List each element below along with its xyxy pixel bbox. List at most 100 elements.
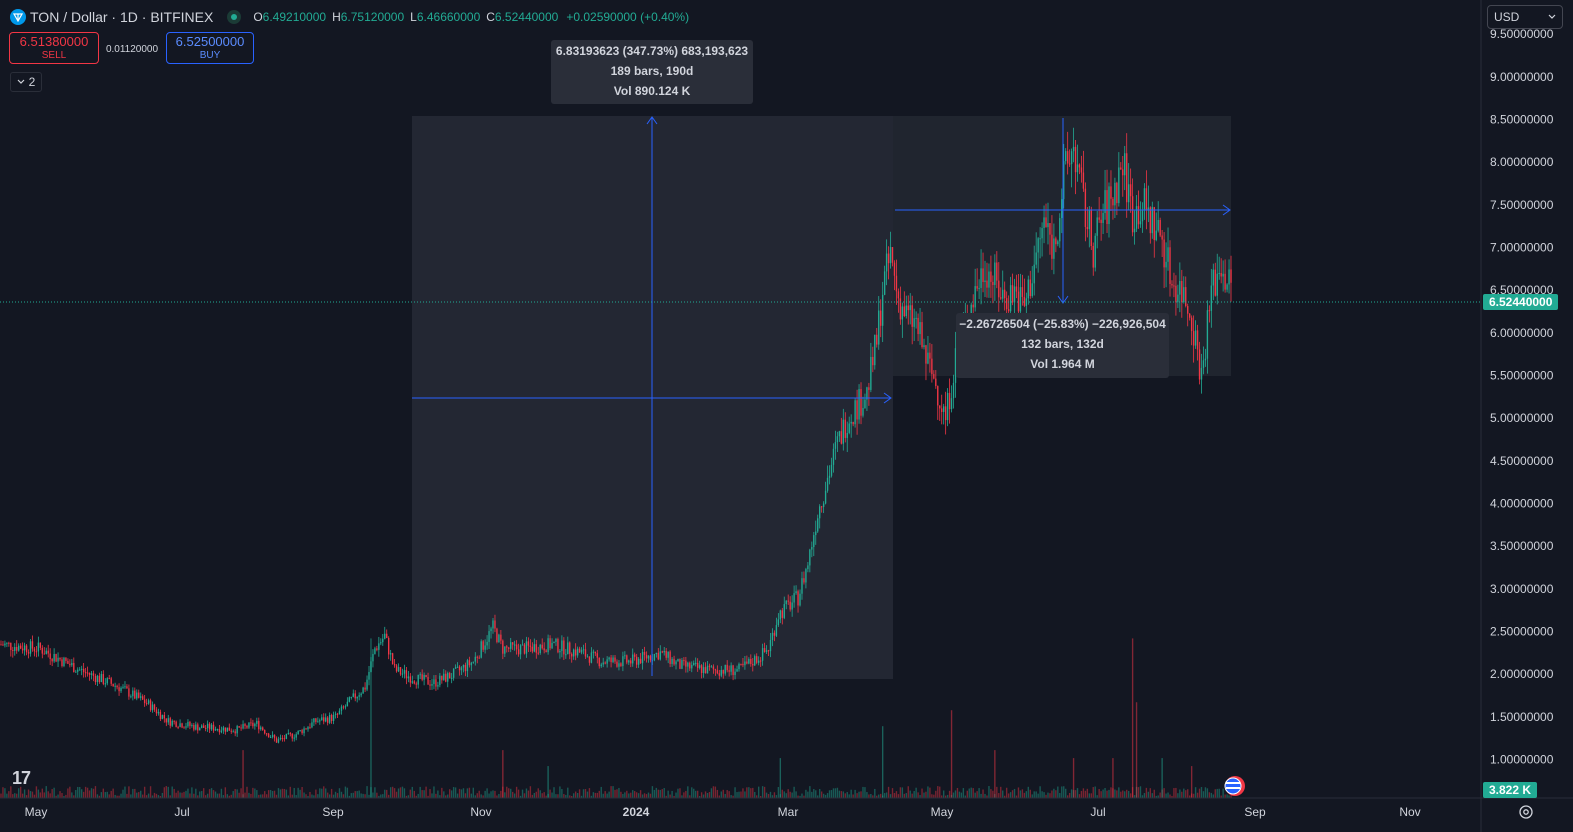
candle-body <box>6 642 8 644</box>
candle-body <box>454 667 457 669</box>
candle-body <box>1037 238 1039 253</box>
price-axis[interactable]: 9.50000000 9.00000000 8.50000000 8.00000000… <box>1490 27 1554 766</box>
candle-body <box>37 642 40 652</box>
volume-bar <box>397 788 400 798</box>
candle-body <box>1110 186 1112 199</box>
volume-bar <box>69 786 71 798</box>
volume-bar <box>1015 795 1018 798</box>
candle-body <box>1153 207 1155 240</box>
price-axis-label: 1.00000000 <box>1490 753 1554 767</box>
candle-body <box>610 657 612 663</box>
candle-body <box>976 286 978 289</box>
volume-bar <box>498 793 500 798</box>
volume-bar <box>535 791 537 798</box>
buy-button[interactable]: 6.52500000 BUY <box>166 32 254 64</box>
candle-body <box>450 677 453 679</box>
indicators-toggle[interactable]: 2 <box>10 72 42 92</box>
candle-body <box>332 714 335 721</box>
candle-body <box>1027 279 1029 299</box>
volume-bar <box>1084 790 1087 798</box>
volume-bar <box>734 787 736 798</box>
volume-bar <box>567 787 569 798</box>
candle-body <box>889 247 892 264</box>
candle-body <box>527 641 530 646</box>
volume-bar <box>441 787 443 798</box>
candle-body <box>35 651 38 653</box>
candle-body <box>10 642 12 650</box>
volume-bar <box>108 794 110 798</box>
candle-body <box>429 684 431 686</box>
candle-body <box>61 659 63 667</box>
volume-bar <box>1011 790 1014 798</box>
candle-body <box>317 721 319 723</box>
volume-bar <box>1200 787 1203 798</box>
candle-body <box>143 699 146 704</box>
volume-bar <box>195 788 197 798</box>
volume-bar <box>311 794 313 798</box>
volume-bar <box>464 793 467 798</box>
candle-body <box>848 423 850 433</box>
price-axis-label: 4.00000000 <box>1490 497 1554 511</box>
candle-body <box>151 704 154 711</box>
candle-body <box>990 271 992 282</box>
candle-body <box>878 310 880 345</box>
volume-bar <box>901 787 904 798</box>
candle-body <box>147 700 150 704</box>
candle-body <box>921 322 923 348</box>
volume-bar <box>919 795 921 798</box>
candle-body <box>580 650 583 653</box>
candle-body <box>435 679 437 687</box>
time-axis[interactable]: May Jul Sep Nov 2024 Mar May Jul Sep Nov <box>25 805 1421 819</box>
volume-bar <box>116 795 118 798</box>
volume-bar <box>439 795 441 798</box>
candle-body <box>1035 252 1037 265</box>
candle-body <box>754 656 756 666</box>
tradingview-logo[interactable]: 17 <box>12 768 31 788</box>
candle-body <box>403 670 406 674</box>
candle-body <box>1151 207 1153 234</box>
candle-body <box>596 653 598 658</box>
flag-icon[interactable] <box>1224 776 1245 796</box>
volume-bar <box>1068 793 1071 798</box>
volume-bar <box>33 794 36 798</box>
volume-bar <box>799 795 801 798</box>
volume-bar <box>1131 638 1134 798</box>
market-status-icon[interactable] <box>227 10 242 24</box>
candle-body <box>592 651 595 653</box>
candle-body <box>1163 239 1165 268</box>
candle-body <box>1222 273 1224 277</box>
candle-body <box>230 730 232 732</box>
volume-bar <box>134 788 136 798</box>
volume-bar <box>362 793 364 798</box>
candle-body <box>165 718 167 723</box>
sell-button[interactable]: 6.51380000 SELL <box>9 32 99 64</box>
measure-1-lines <box>412 116 892 676</box>
volume-bar <box>340 791 343 798</box>
candle-body <box>954 348 957 383</box>
candle-body <box>679 659 681 669</box>
candle-body <box>319 720 321 722</box>
volume-bar <box>970 787 972 798</box>
candle-body <box>108 678 110 680</box>
volume-bar <box>777 787 780 798</box>
candle-body <box>57 657 59 662</box>
candle-body <box>279 737 282 740</box>
volume-bar <box>59 791 61 798</box>
volume-bar <box>712 786 715 798</box>
volume-bar <box>1206 788 1209 798</box>
candle-body <box>1004 289 1006 299</box>
candle-body <box>500 634 502 641</box>
volume-bar <box>1220 795 1222 798</box>
volume-bar <box>856 793 858 798</box>
volume-bar <box>271 790 274 798</box>
candle-body <box>722 670 724 674</box>
volume-bar <box>813 789 815 798</box>
volume-bar <box>696 790 699 798</box>
volume-bar <box>458 788 461 798</box>
gear-icon[interactable] <box>1518 804 1534 820</box>
symbol-title[interactable]: TON / Dollar · 1D · BITFINEX <box>30 9 214 25</box>
volume-bar <box>728 791 730 798</box>
price-axis-label: 9.50000000 <box>1490 27 1554 41</box>
currency-select[interactable]: USD <box>1487 5 1563 29</box>
